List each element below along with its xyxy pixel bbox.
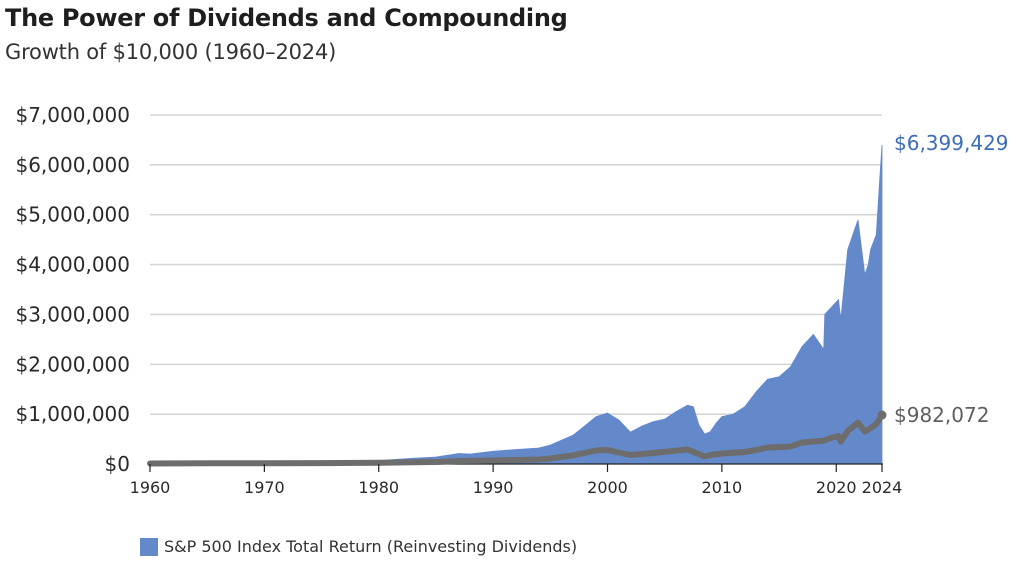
y-tick-label: $2,000,000 (15, 352, 130, 376)
x-tick-label: 1980 (358, 478, 399, 497)
legend-label: S&P 500 Index Total Return (Reinvesting … (164, 537, 578, 556)
chart-subtitle: Growth of $10,000 (1960–2024) (5, 40, 337, 64)
chart-legend: S&P 500 Index Total Return (Reinvesting … (140, 537, 577, 556)
price-end-point (877, 410, 887, 420)
y-tick-label: $6,000,000 (15, 153, 130, 177)
x-tick-label: 1960 (130, 478, 171, 497)
y-tick-label: $7,000,000 (15, 103, 130, 127)
x-tick-label: 2000 (587, 478, 628, 497)
total-return-area (149, 144, 883, 465)
price-line (147, 412, 885, 467)
x-tick-label: 2010 (702, 478, 743, 497)
x-tick-label: 1970 (244, 478, 285, 497)
y-tick-label: $3,000,000 (15, 302, 130, 326)
x-tick-label: 2024 (862, 478, 903, 497)
y-tick-label: $4,000,000 (15, 253, 130, 277)
total-return-end-label: $6,399,429 (894, 131, 1009, 155)
legend-swatch (140, 537, 158, 556)
y-tick-label: $5,000,000 (15, 203, 130, 227)
price-end-label: $982,072 (894, 403, 989, 427)
y-tick-label: $1,000,000 (15, 402, 130, 426)
chart-title: The Power of Dividends and Compounding (5, 4, 568, 32)
x-tick-label: 1990 (473, 478, 514, 497)
y-tick-label: $0 (105, 452, 130, 476)
x-tick-label: 2020 (816, 478, 857, 497)
